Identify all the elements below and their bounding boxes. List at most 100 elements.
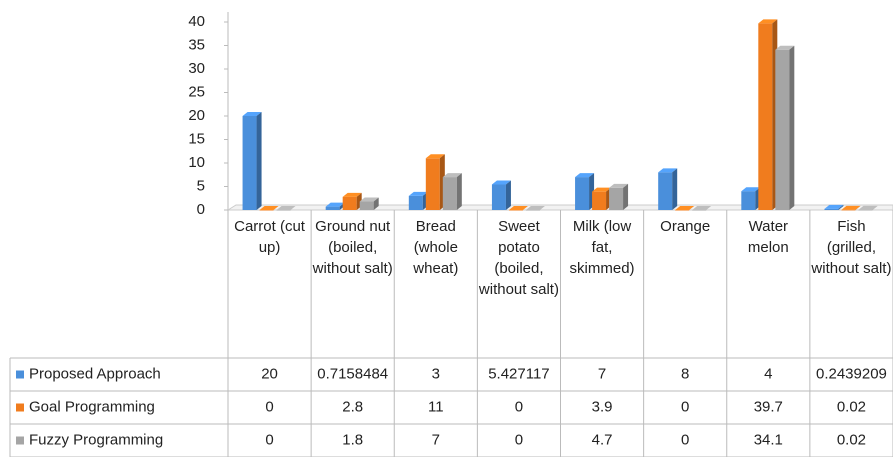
table-value: 7 bbox=[598, 365, 606, 382]
y-tick-label: 10 bbox=[188, 154, 205, 171]
bar bbox=[425, 158, 440, 210]
bar-top bbox=[325, 202, 345, 207]
table-value: 1.8 bbox=[342, 431, 363, 448]
bar bbox=[408, 195, 423, 210]
bar bbox=[692, 210, 707, 211]
table-value: 0 bbox=[681, 431, 689, 448]
bar bbox=[508, 210, 523, 211]
bar-top bbox=[242, 112, 262, 116]
legend-label: Proposed Approach bbox=[29, 365, 161, 382]
bar bbox=[359, 201, 374, 210]
table-value: 0.02 bbox=[837, 398, 866, 415]
table-value: 34.1 bbox=[754, 431, 783, 448]
table-value: 3.9 bbox=[592, 398, 613, 415]
table-value: 4 bbox=[764, 365, 772, 382]
bar-top bbox=[276, 206, 296, 210]
x-tick-label: Sweet potato (boiled, without salt) bbox=[478, 218, 559, 298]
table-value: 0 bbox=[265, 431, 273, 448]
bar bbox=[858, 209, 873, 211]
x-tick-label: Orange bbox=[660, 218, 711, 235]
table-value: 11 bbox=[428, 398, 444, 415]
table-value: 0 bbox=[681, 398, 689, 415]
bar-top bbox=[408, 191, 428, 196]
bar bbox=[525, 210, 540, 211]
bar-top bbox=[592, 187, 612, 192]
bar-side bbox=[373, 197, 379, 210]
table-value: 0.7158484 bbox=[317, 365, 388, 382]
bar-top bbox=[609, 183, 629, 188]
table-value: 8 bbox=[681, 365, 689, 382]
bar-top bbox=[442, 173, 462, 178]
bar-top bbox=[359, 197, 379, 202]
table-value: 0 bbox=[515, 398, 523, 415]
table-value: 0 bbox=[515, 431, 523, 448]
bar-side bbox=[456, 173, 462, 210]
x-tick-label: Milk (low fat, skimmed) bbox=[569, 218, 635, 277]
bar bbox=[758, 23, 773, 210]
y-tick-label: 0 bbox=[197, 201, 205, 218]
bar bbox=[592, 191, 607, 210]
table-value: 0.2439209 bbox=[816, 365, 887, 382]
bar-side bbox=[872, 205, 878, 210]
bar-top bbox=[675, 206, 695, 210]
y-tick-label: 40 bbox=[188, 13, 205, 30]
bar bbox=[775, 49, 790, 211]
table-value: 7 bbox=[432, 431, 440, 448]
legend-swatch bbox=[16, 436, 24, 445]
bar bbox=[575, 177, 590, 210]
table-value: 5.427117 bbox=[488, 365, 549, 382]
bar bbox=[491, 184, 506, 210]
bar bbox=[741, 191, 756, 210]
bar bbox=[242, 116, 257, 210]
y-tick-label: 25 bbox=[188, 83, 205, 100]
y-tick-label: 5 bbox=[197, 177, 205, 194]
bar-top bbox=[342, 192, 362, 197]
bar bbox=[841, 209, 856, 211]
legend-label: Fuzzy Programming bbox=[29, 431, 163, 448]
table-value: 0.02 bbox=[837, 431, 866, 448]
legend-swatch bbox=[16, 403, 24, 412]
table-value: 2.8 bbox=[342, 398, 363, 415]
x-tick-label: Water melon bbox=[747, 218, 789, 256]
bar-side bbox=[672, 168, 678, 210]
bar-top bbox=[508, 206, 528, 210]
x-tick-label: Bread (whole wheat) bbox=[413, 218, 459, 277]
bar bbox=[325, 206, 340, 210]
bar bbox=[442, 177, 457, 210]
bar-top bbox=[758, 19, 778, 24]
table-value: 0 bbox=[265, 398, 273, 415]
bar-side bbox=[505, 180, 511, 210]
bar-side bbox=[623, 183, 629, 210]
y-tick-label: 30 bbox=[188, 60, 205, 77]
y-tick-label: 20 bbox=[188, 107, 205, 124]
x-tick-label: Fish (grilled, without salt) bbox=[811, 218, 892, 277]
bar-top bbox=[491, 180, 511, 185]
bar-side bbox=[256, 112, 262, 210]
table-value: 20 bbox=[261, 365, 278, 382]
bar bbox=[658, 172, 673, 210]
y-tick-label: 35 bbox=[188, 36, 205, 53]
bar bbox=[342, 196, 357, 210]
bar-top bbox=[525, 206, 545, 210]
bar-top bbox=[692, 206, 712, 210]
bar bbox=[609, 187, 624, 210]
bar-side bbox=[789, 45, 795, 211]
table-value: 4.7 bbox=[592, 431, 613, 448]
bar bbox=[259, 210, 274, 211]
x-tick-label: Carrot (cut up) bbox=[234, 218, 305, 256]
bar-top bbox=[775, 45, 795, 50]
legend-swatch bbox=[16, 370, 24, 379]
bar bbox=[276, 210, 291, 211]
bar-top bbox=[575, 173, 595, 178]
bar-top bbox=[425, 154, 445, 159]
bar bbox=[675, 210, 690, 211]
bar-top bbox=[858, 205, 878, 210]
bar-top bbox=[259, 206, 279, 210]
bar-side bbox=[838, 204, 844, 210]
bar bbox=[824, 208, 839, 210]
bar-top bbox=[741, 187, 761, 192]
legend-label: Goal Programming bbox=[29, 398, 155, 415]
table-value: 3 bbox=[432, 365, 440, 382]
